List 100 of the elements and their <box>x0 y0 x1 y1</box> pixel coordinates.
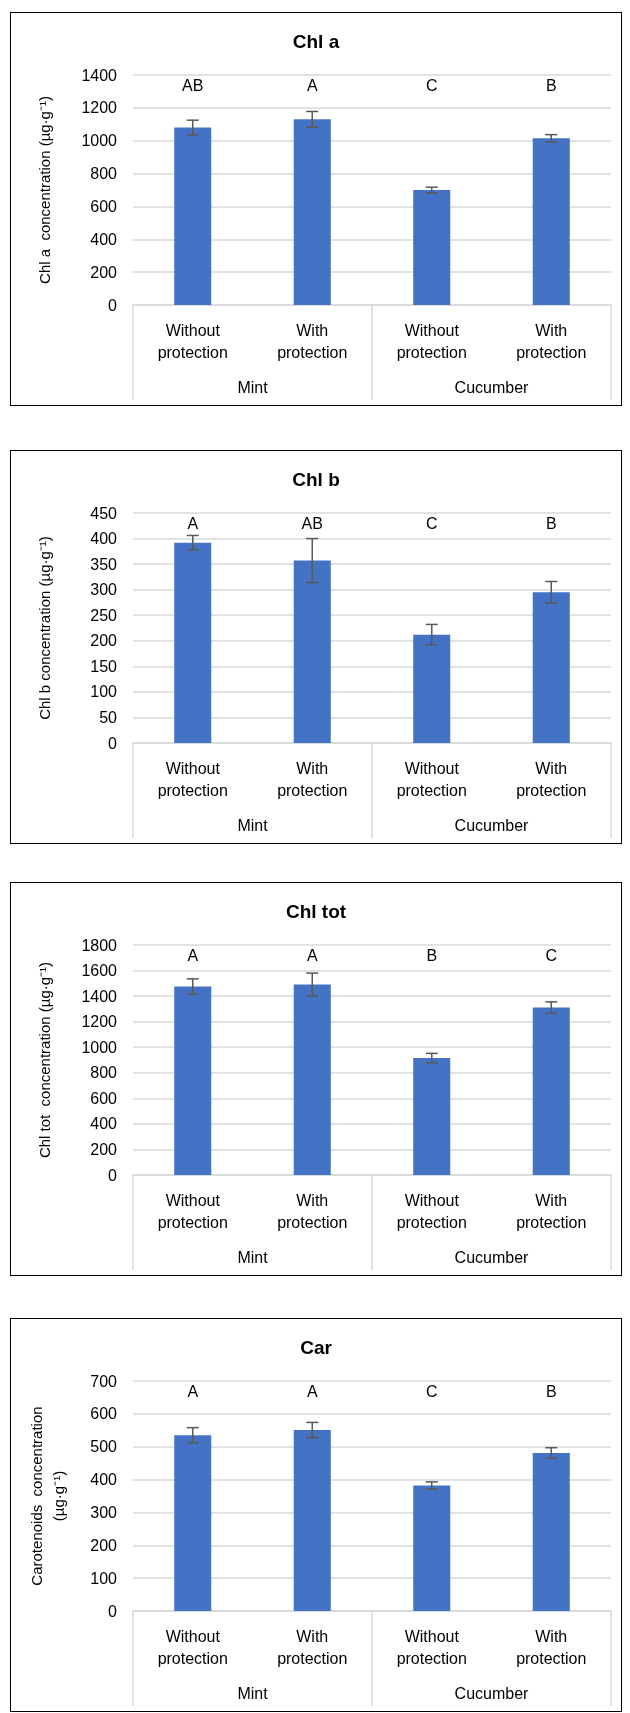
annotation: A <box>187 946 199 964</box>
y-tick-label: 200 <box>90 1140 118 1158</box>
text: Mint <box>237 816 269 834</box>
y-tick-label: 0 <box>108 1166 118 1184</box>
x-tick-label: Without protection <box>396 1191 467 1231</box>
bar <box>413 1058 451 1175</box>
x-tick-label: With protection <box>277 759 348 799</box>
y-tick-label: 600 <box>90 1405 118 1423</box>
annotation: B <box>545 514 557 532</box>
bar <box>293 119 331 305</box>
chart-title: Car <box>300 1337 333 1358</box>
bar <box>532 1007 570 1175</box>
y-tick-label: 700 <box>90 1372 118 1390</box>
x-tick-label: With protection <box>516 1627 587 1667</box>
annotation: B <box>545 1382 557 1400</box>
bar <box>174 542 212 743</box>
annotation: A <box>306 1382 318 1400</box>
bar <box>532 138 570 305</box>
y-tick-label: 350 <box>90 555 118 573</box>
y-tick-label: 1000 <box>81 132 118 150</box>
y-tick-label: 500 <box>90 1438 118 1456</box>
annotation: A <box>306 946 318 964</box>
bar <box>413 190 451 305</box>
annotation: A <box>306 76 318 94</box>
annotation: AB <box>301 514 323 532</box>
y-tick-label: 50 <box>99 708 118 726</box>
y-tick-label: 0 <box>108 296 118 314</box>
y-tick-label: 800 <box>90 165 118 183</box>
y-tick-label: 1200 <box>81 99 118 117</box>
bar <box>174 127 212 305</box>
y-tick-label: 450 <box>90 504 118 522</box>
bar <box>413 634 451 743</box>
y-tick-label: 100 <box>90 1569 118 1587</box>
y-tick-label: 1000 <box>81 1038 118 1056</box>
y-axis-title: Chl a concentration (µg·g⁻¹) <box>35 96 53 284</box>
y-axis-title: Chl tot concentration (µg·g⁻¹) <box>35 961 53 1159</box>
y-tick-label: 1400 <box>81 66 118 84</box>
text: Mint <box>237 1248 269 1266</box>
chart-title: Chl a <box>292 31 340 52</box>
y-tick-label: 600 <box>90 197 118 215</box>
y-axis-title: Chl b concentration (µg·g⁻¹) <box>35 536 53 720</box>
y-tick-label: 600 <box>90 1089 118 1107</box>
y-tick-label: 0 <box>108 1602 118 1620</box>
text: Mint <box>237 1684 269 1702</box>
text: Cucumber <box>454 1248 530 1266</box>
annotation: A <box>187 1382 199 1400</box>
bar <box>174 1435 212 1611</box>
x-tick-label: Without protection <box>157 759 228 799</box>
bar <box>174 986 212 1175</box>
y-tick-label: 800 <box>90 1064 118 1082</box>
x-tick-label: Without protection <box>396 1627 467 1667</box>
y-tick-label: 150 <box>90 657 118 675</box>
text: Mint <box>237 378 269 396</box>
x-tick-label: Without protection <box>157 1627 228 1667</box>
x-tick-label: With protection <box>516 1191 587 1231</box>
bar <box>293 560 331 743</box>
x-tick-label: With protection <box>516 759 587 799</box>
chart-title: Chl tot <box>285 901 347 922</box>
y-tick-label: 200 <box>90 263 118 281</box>
x-tick-label: With protection <box>277 321 348 361</box>
y-tick-label: 300 <box>90 1503 118 1521</box>
y-tick-label: 0 <box>108 734 118 752</box>
text: Cucumber <box>454 378 530 396</box>
text: Cucumber <box>454 816 530 834</box>
text: Cucumber <box>454 1684 530 1702</box>
chart-title: Chl b <box>292 469 340 490</box>
x-tick-label: With protection <box>516 321 587 361</box>
y-tick-label: 1600 <box>81 962 118 980</box>
y-tick-label: 1400 <box>81 987 118 1005</box>
y-tick-label: 300 <box>90 581 118 599</box>
y-tick-label: 400 <box>90 230 118 248</box>
y-tick-label: 200 <box>90 632 118 650</box>
y-tick-label: 400 <box>90 1115 118 1133</box>
y-tick-label: 400 <box>90 1471 118 1489</box>
bar <box>532 1452 570 1611</box>
annotation: C <box>425 1382 438 1400</box>
x-tick-label: Without protection <box>396 321 467 361</box>
x-tick-label: Without protection <box>157 321 228 361</box>
annotation: A <box>187 514 199 532</box>
annotation: C <box>425 76 438 94</box>
x-tick-label: With protection <box>277 1191 348 1231</box>
y-tick-label: 400 <box>90 530 118 548</box>
y-tick-label: 1800 <box>81 936 118 954</box>
bar <box>293 984 331 1175</box>
y-tick-label: 200 <box>90 1536 118 1554</box>
x-tick-label: With protection <box>277 1627 348 1667</box>
y-tick-label: 1200 <box>81 1013 118 1031</box>
y-tick-label: 250 <box>90 606 118 624</box>
annotation: C <box>425 514 438 532</box>
bar <box>413 1485 451 1611</box>
annotation: B <box>545 76 557 94</box>
bar <box>532 592 570 743</box>
y-axis-title: Carotenoids concentration (µg·g⁻¹) <box>27 1406 67 1586</box>
annotation: C <box>545 946 558 964</box>
y-tick-label: 100 <box>90 683 118 701</box>
x-tick-label: Without protection <box>157 1191 228 1231</box>
annotation: AB <box>182 76 204 94</box>
bar <box>293 1429 331 1611</box>
x-tick-label: Without protection <box>396 759 467 799</box>
annotation: B <box>426 946 438 964</box>
